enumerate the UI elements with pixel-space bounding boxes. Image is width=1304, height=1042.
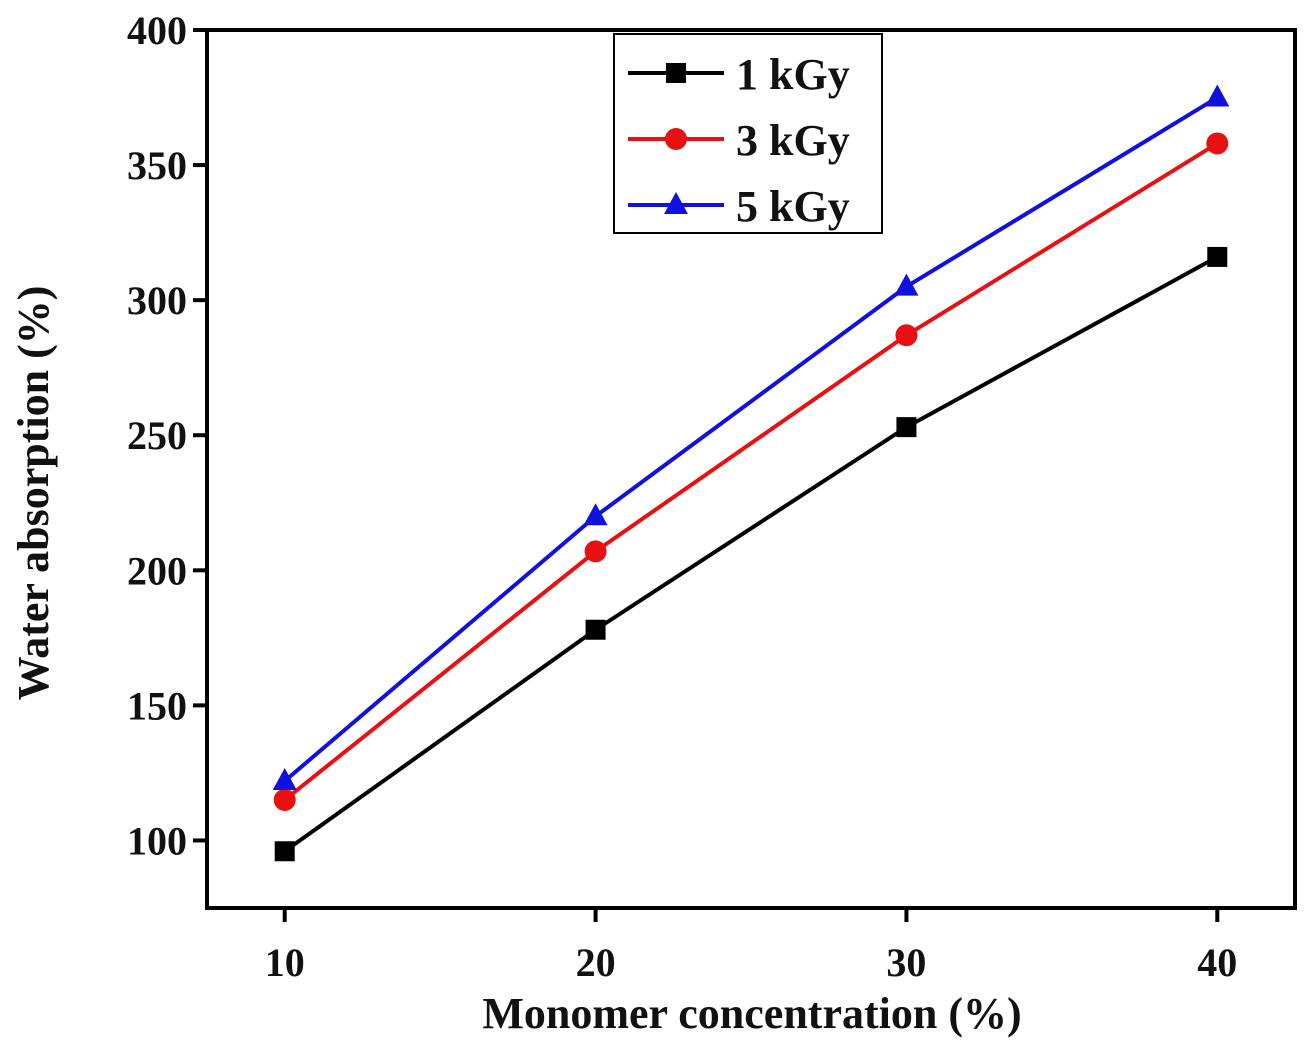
data-point bbox=[272, 768, 297, 791]
data-point bbox=[583, 503, 608, 526]
data-point bbox=[585, 619, 606, 640]
y-axis-title: Water absorption (%) bbox=[9, 286, 58, 701]
plot-series bbox=[272, 84, 1230, 862]
legend-marker bbox=[666, 63, 686, 83]
x-axis-title: Monomer concentration (%) bbox=[482, 989, 1021, 1038]
legend-marker bbox=[664, 192, 688, 214]
data-point bbox=[1207, 246, 1228, 267]
y-tick-label: 150 bbox=[127, 683, 187, 728]
x-tick-label: 10 bbox=[265, 940, 305, 985]
x-tick-label: 20 bbox=[576, 940, 616, 985]
legend-label: 3 kGy bbox=[736, 116, 850, 165]
data-point bbox=[584, 540, 607, 563]
y-tick-label: 400 bbox=[127, 8, 187, 53]
y-tick-label: 250 bbox=[127, 413, 187, 458]
data-point bbox=[894, 273, 919, 296]
x-tick-label: 30 bbox=[886, 940, 926, 985]
series-3 bbox=[272, 84, 1230, 791]
y-tick-label: 100 bbox=[127, 818, 187, 863]
series-2 bbox=[273, 132, 1229, 811]
legend-label: 5 kGy bbox=[736, 182, 850, 231]
data-point bbox=[1206, 132, 1229, 155]
series-line bbox=[283, 141, 1219, 802]
legend-marker bbox=[665, 128, 687, 150]
data-point bbox=[273, 788, 296, 811]
y-tick-label: 300 bbox=[127, 278, 187, 323]
legend-box bbox=[613, 33, 883, 234]
legend: 1 kGy 3 kGy 5 kGy bbox=[613, 33, 883, 234]
data-point bbox=[274, 841, 295, 862]
series-1 bbox=[274, 246, 1228, 862]
data-point bbox=[896, 417, 917, 438]
axes: 100 150 200 250 300 350 400 10 20 30 40 bbox=[127, 8, 1297, 985]
plot-frame bbox=[205, 28, 1297, 910]
data-point bbox=[895, 324, 918, 347]
data-point bbox=[1205, 84, 1230, 107]
x-tick-label: 40 bbox=[1197, 940, 1237, 985]
series-line bbox=[283, 255, 1219, 853]
legend-label: 1 kGy bbox=[736, 50, 850, 99]
series-line bbox=[283, 95, 1219, 783]
y-tick-label: 200 bbox=[127, 548, 187, 593]
y-tick-label: 350 bbox=[127, 143, 187, 188]
